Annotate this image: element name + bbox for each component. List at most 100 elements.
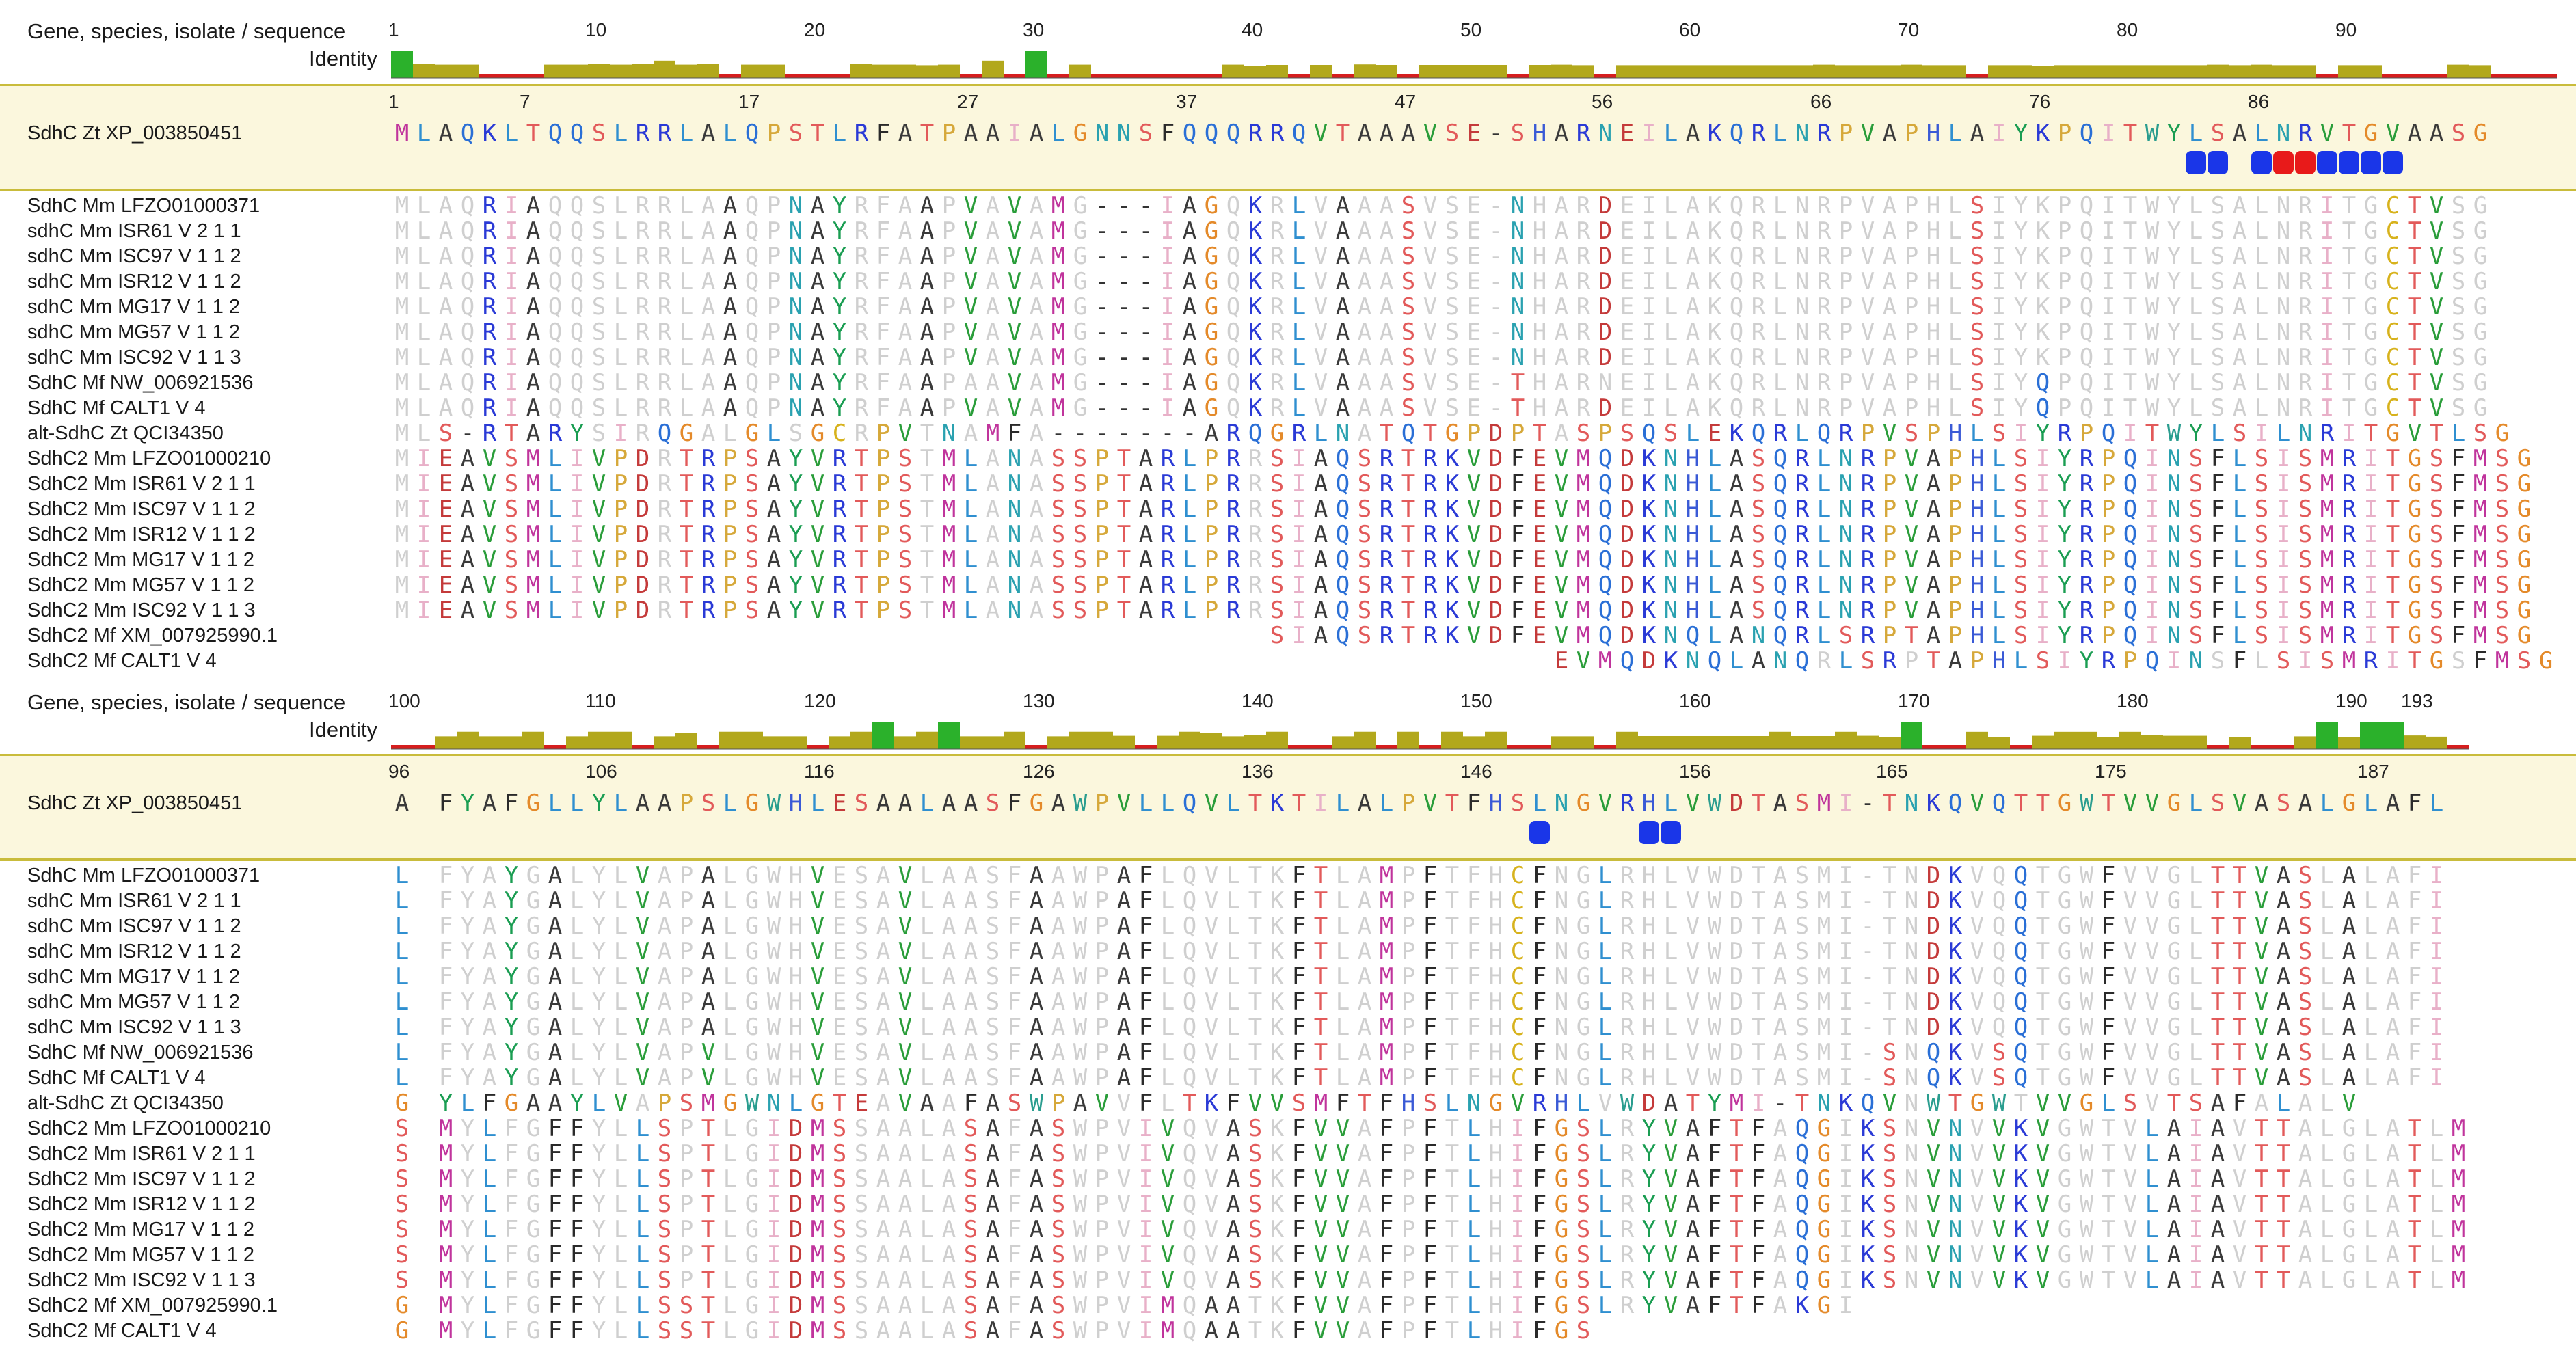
- identity-column: [2185, 735, 2207, 749]
- sequence-name: SdhC2 Mm LFZO01000210: [27, 1118, 271, 1139]
- sequence-name: SdhC2 Mf XM_007925990.1: [27, 625, 278, 647]
- identity-column: [654, 60, 675, 78]
- identity-column: [1857, 735, 1879, 749]
- sequence-name: SdhC2 Mm ISR61 V 2 1 1: [27, 473, 256, 495]
- ruler-tick: 90: [2335, 19, 2357, 40]
- ruler-tick: 190: [2335, 690, 2367, 712]
- ruler-tick: 150: [1460, 690, 1492, 712]
- identity-label: Identity: [309, 718, 377, 742]
- identity-column: [916, 731, 938, 749]
- identity-column: [1004, 731, 1025, 749]
- identity-column: [2316, 722, 2338, 749]
- identity-column: [1660, 65, 1682, 78]
- identity-column: [2272, 745, 2294, 749]
- identity-column: [1397, 74, 1419, 78]
- identity-column: [1594, 74, 1616, 78]
- identity-column: [2360, 65, 2382, 78]
- sequence-name: SdhC Mf NW_006921536: [27, 1042, 254, 1064]
- ruler-tick: 130: [1023, 690, 1055, 712]
- header-label: Gene, species, isolate / sequence: [27, 690, 346, 714]
- sequence-name: alt-SdhC Zt QCI34350: [27, 422, 224, 444]
- sequence-name: SdhC2 Mm MG57 V 1 1 2: [27, 1244, 255, 1266]
- identity-column: [872, 64, 894, 78]
- sequence-name: sdhC Mm MG57 V 1 1 2: [27, 321, 241, 343]
- reference-tick: 27: [957, 91, 979, 112]
- marker-blue: [2339, 151, 2359, 174]
- identity-column: [2426, 736, 2447, 749]
- identity-column: [1901, 722, 1922, 749]
- reference-tick: 76: [2029, 91, 2051, 112]
- identity-column: [1660, 736, 1682, 749]
- identity-column: [894, 736, 916, 749]
- identity-column: [2010, 65, 2032, 78]
- marker-red: [2295, 151, 2316, 174]
- identity-column: [1682, 736, 1704, 749]
- identity-column: [1857, 65, 1879, 78]
- identity-column: [2338, 737, 2360, 749]
- identity-column: [1922, 65, 1944, 78]
- ruler-tick: 20: [804, 19, 826, 40]
- identity-column: [479, 736, 500, 749]
- sequence-name: SdhC2 Mm ISC92 V 1 1 3: [27, 1269, 256, 1291]
- identity-column: [2054, 731, 2076, 749]
- sequence-name: sdhC Mm MG57 V 1 1 2: [27, 991, 241, 1013]
- identity-column: [522, 731, 544, 749]
- identity-column: [2032, 66, 2054, 78]
- sequence-name: SdhC Mm LFZO01000371: [27, 865, 260, 886]
- identity-column: [2251, 64, 2272, 78]
- identity-column: [2447, 64, 2469, 78]
- identity-column: [2426, 74, 2447, 78]
- identity-column: [1463, 736, 1485, 749]
- identity-column: [960, 736, 982, 749]
- marker-blue: [1529, 821, 1550, 844]
- sequence-name: sdhC Mm MG17 V 1 1 2: [27, 296, 241, 318]
- identity-column: [894, 64, 916, 78]
- identity-column: [544, 64, 566, 78]
- identity-column: [1922, 745, 1944, 749]
- identity-column: [1507, 74, 1529, 78]
- reference-name: SdhC Zt XP_003850451: [27, 122, 243, 144]
- identity-column: [850, 64, 872, 78]
- identity-column: [1485, 731, 1507, 749]
- identity-column: [1222, 64, 1244, 78]
- identity-column: [763, 64, 785, 78]
- identity-column: [1988, 737, 2010, 749]
- sequence-name: sdhC Mm MG17 V 1 1 2: [27, 966, 241, 988]
- identity-column: [1485, 65, 1507, 78]
- identity-column: [1354, 731, 1376, 749]
- reference-tick: 106: [585, 761, 617, 782]
- identity-column: [2491, 74, 2513, 78]
- identity-column: [1200, 733, 1222, 749]
- identity-column: [675, 64, 697, 78]
- identity-column: [2360, 722, 2382, 749]
- identity-column: [1769, 65, 1791, 78]
- identity-column: [435, 736, 457, 749]
- identity-column: [2163, 735, 2185, 749]
- sequence-name: SdhC2 Mm MG57 V 1 1 2: [27, 574, 255, 596]
- identity-column: [697, 64, 719, 78]
- identity-column: [1332, 74, 1354, 78]
- identity-column: [588, 731, 610, 749]
- sequence-name: SdhC2 Mm ISR12 V 1 1 2: [27, 1193, 256, 1215]
- identity-column: [391, 51, 413, 78]
- ruler-tick: 70: [1898, 19, 1920, 40]
- identity-column: [1157, 74, 1179, 78]
- identity-column: [872, 722, 894, 749]
- sequence-name: SdhC Mf CALT1 V 4: [27, 1067, 206, 1089]
- identity-column: [1966, 731, 1988, 749]
- identity-column: [2163, 65, 2185, 78]
- ruler-tick: 50: [1460, 19, 1482, 40]
- identity-column: [413, 745, 435, 749]
